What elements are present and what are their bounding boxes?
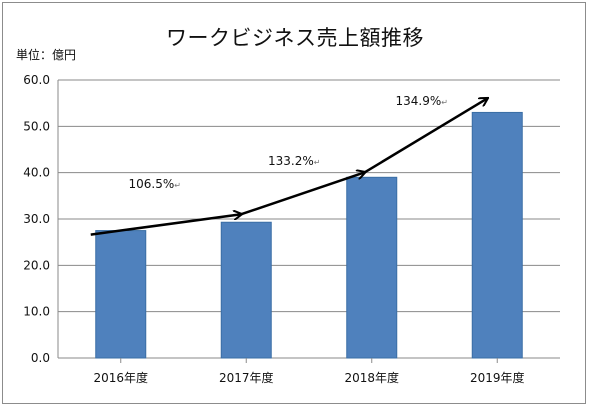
growth-rate-label: 106.5%↵ <box>129 177 181 191</box>
y-tick-label: 20.0 <box>23 258 50 272</box>
y-tick-label: 50.0 <box>23 119 50 133</box>
y-tick-label: 40.0 <box>23 166 50 180</box>
bar <box>95 230 147 359</box>
y-tick-label: 0.0 <box>31 351 50 365</box>
growth-rate-label: 134.9%↵ <box>396 94 448 108</box>
x-tick-label: 2019年度 <box>470 370 525 385</box>
unit-label: 単位：億円 <box>16 48 77 62</box>
y-tick-label: 10.0 <box>23 305 50 319</box>
chart-title: ワークビジネス売上額推移 <box>166 26 424 50</box>
bar <box>471 111 523 359</box>
trend-arrow <box>90 214 242 236</box>
y-tick-label: 60.0 <box>23 73 50 87</box>
bar <box>346 176 398 359</box>
x-tick-label: 2018年度 <box>344 370 399 385</box>
growth-rate-label: 133.2%↵ <box>268 154 320 168</box>
x-tick-label: 2016年度 <box>93 370 148 385</box>
y-tick-label: 30.0 <box>23 212 50 226</box>
trend-arrow <box>364 98 488 174</box>
x-tick-label: 2017年度 <box>219 370 274 385</box>
trend-arrow <box>240 172 365 216</box>
bar <box>220 221 272 359</box>
